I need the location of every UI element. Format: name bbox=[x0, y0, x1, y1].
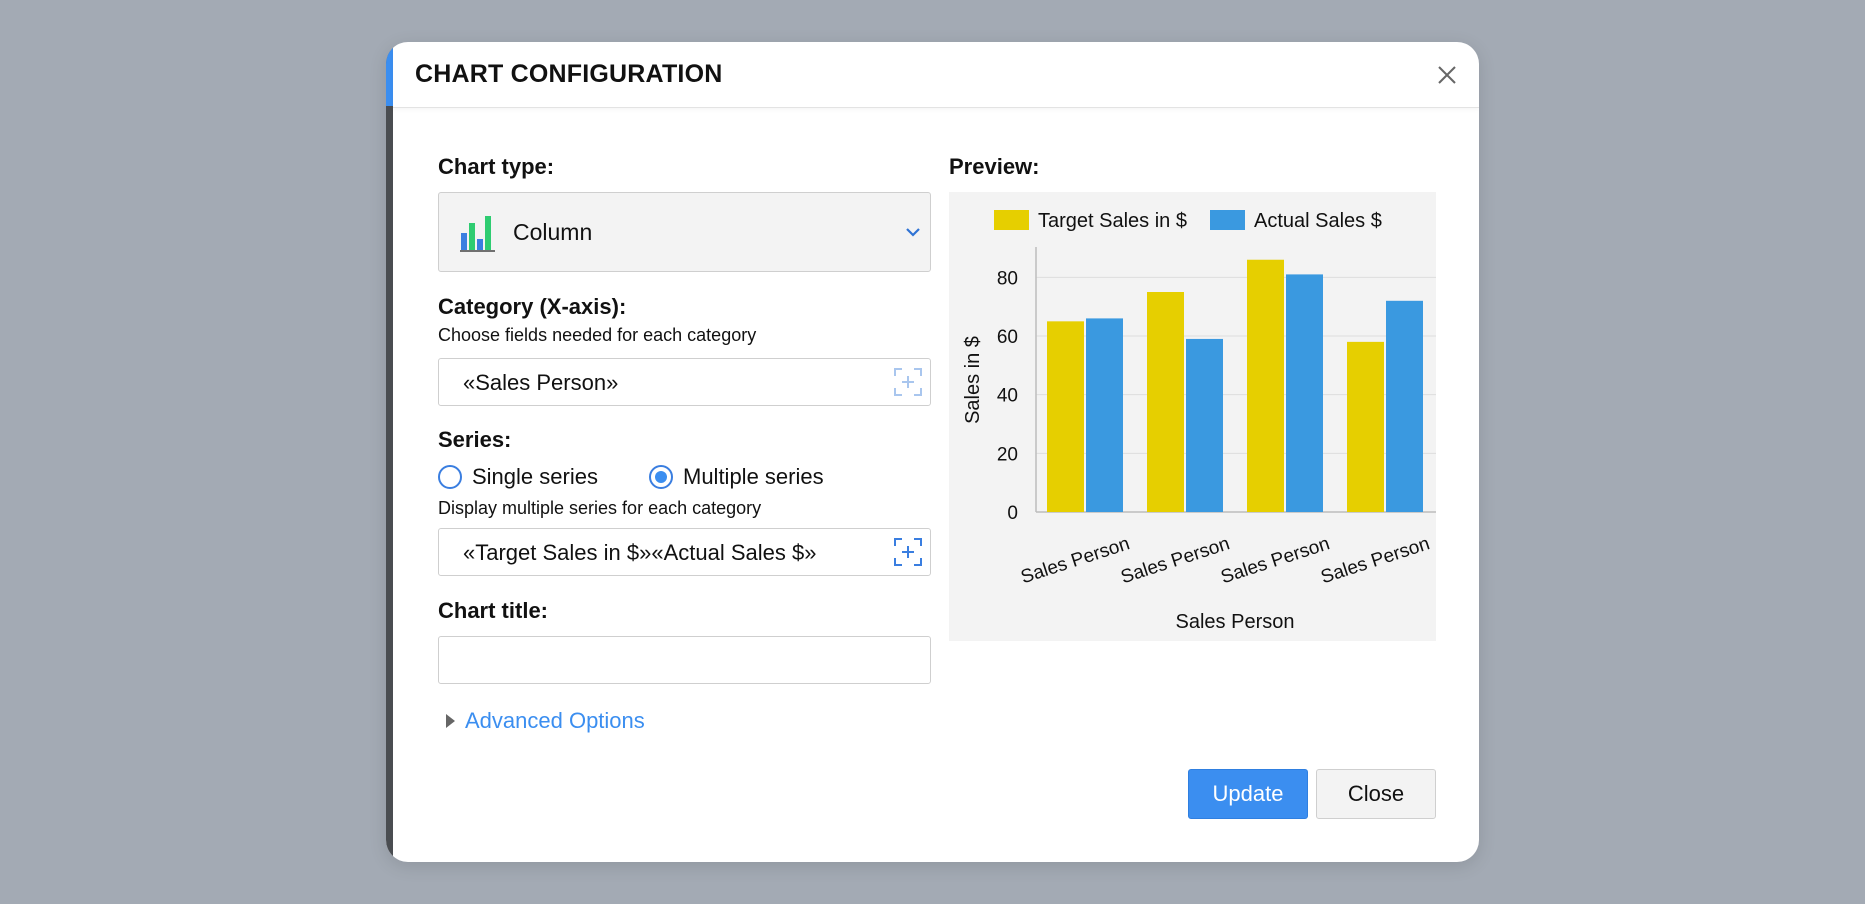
radio-multiple-series-label: Multiple series bbox=[683, 464, 824, 489]
bar-target bbox=[1247, 259, 1284, 512]
legend-swatch bbox=[994, 210, 1029, 230]
x-axis-title: Sales Person bbox=[1176, 611, 1295, 633]
legend-swatch bbox=[1210, 210, 1245, 230]
dialog-left-stripe bbox=[386, 42, 393, 862]
preview-label: Preview: bbox=[949, 154, 1040, 179]
chart-title-input[interactable] bbox=[438, 636, 931, 684]
chart-title-label: Chart title: bbox=[438, 598, 548, 623]
legend-label: Actual Sales $ bbox=[1254, 210, 1382, 232]
x-tick-label: Sales Person bbox=[1118, 533, 1232, 588]
advanced-options-toggle[interactable]: Advanced Options bbox=[446, 706, 645, 736]
bar-actual bbox=[1286, 274, 1323, 512]
radio-multiple-series[interactable]: Multiple series bbox=[649, 462, 824, 492]
chevron-down-icon bbox=[906, 228, 920, 237]
close-icon[interactable] bbox=[1433, 61, 1461, 89]
y-tick-label: 80 bbox=[997, 268, 1018, 289]
x-tick-label: Sales Person bbox=[1018, 533, 1132, 588]
chart-configuration-dialog: CHART CONFIGURATION Chart type: Column C… bbox=[386, 42, 1479, 862]
legend-label: Target Sales in $ bbox=[1038, 210, 1187, 232]
bar-target bbox=[1047, 321, 1084, 512]
close-button[interactable]: Close bbox=[1316, 769, 1436, 819]
chart-type-select[interactable]: Column bbox=[438, 192, 931, 272]
series-value: «Target Sales in $»«Actual Sales $» bbox=[463, 540, 817, 565]
add-field-icon[interactable] bbox=[893, 537, 923, 567]
bar-target bbox=[1147, 292, 1184, 512]
chart-type-label: Chart type: bbox=[438, 154, 555, 179]
x-tick-label: Sales Person bbox=[1318, 533, 1432, 588]
update-button[interactable]: Update bbox=[1188, 769, 1308, 819]
y-tick-label: 20 bbox=[997, 444, 1018, 465]
series-field[interactable]: «Target Sales in $»«Actual Sales $» bbox=[438, 528, 931, 576]
bar-target bbox=[1347, 341, 1384, 512]
bar-actual bbox=[1186, 338, 1223, 512]
y-tick-label: 60 bbox=[997, 327, 1018, 348]
caret-right-icon bbox=[446, 714, 455, 728]
chart-preview: 0 20 40 60 80 Sales Person Sales Person Sales P… bbox=[949, 192, 1436, 641]
radio-single-series[interactable]: Single series bbox=[438, 462, 598, 492]
advanced-options-label: Advanced Options bbox=[465, 708, 645, 733]
category-field[interactable]: «Sales Person» bbox=[438, 358, 931, 406]
y-tick-label: 40 bbox=[997, 386, 1018, 407]
radio-single-series-label: Single series bbox=[472, 464, 598, 489]
chart-type-value: Column bbox=[513, 219, 593, 245]
y-tick-label: 0 bbox=[1007, 503, 1018, 524]
x-tick-label: Sales Person bbox=[1218, 533, 1332, 588]
add-field-icon[interactable] bbox=[893, 367, 923, 397]
dialog-title: CHART CONFIGURATION bbox=[415, 60, 723, 88]
category-hint: Choose fields needed for each category bbox=[438, 325, 757, 345]
radio-circle bbox=[438, 465, 462, 489]
dialog-header: CHART CONFIGURATION bbox=[393, 42, 1479, 108]
radio-circle-selected bbox=[649, 465, 673, 489]
bar-actual bbox=[1386, 300, 1423, 512]
series-hint: Display multiple series for each categor… bbox=[438, 498, 762, 518]
category-label: Category (X-axis): bbox=[438, 294, 627, 319]
y-axis-title: Sales in $ bbox=[962, 336, 984, 424]
series-label: Series: bbox=[438, 427, 512, 452]
category-value: «Sales Person» bbox=[463, 370, 619, 395]
column-chart-icon bbox=[460, 216, 495, 252]
bar-actual bbox=[1086, 318, 1123, 512]
